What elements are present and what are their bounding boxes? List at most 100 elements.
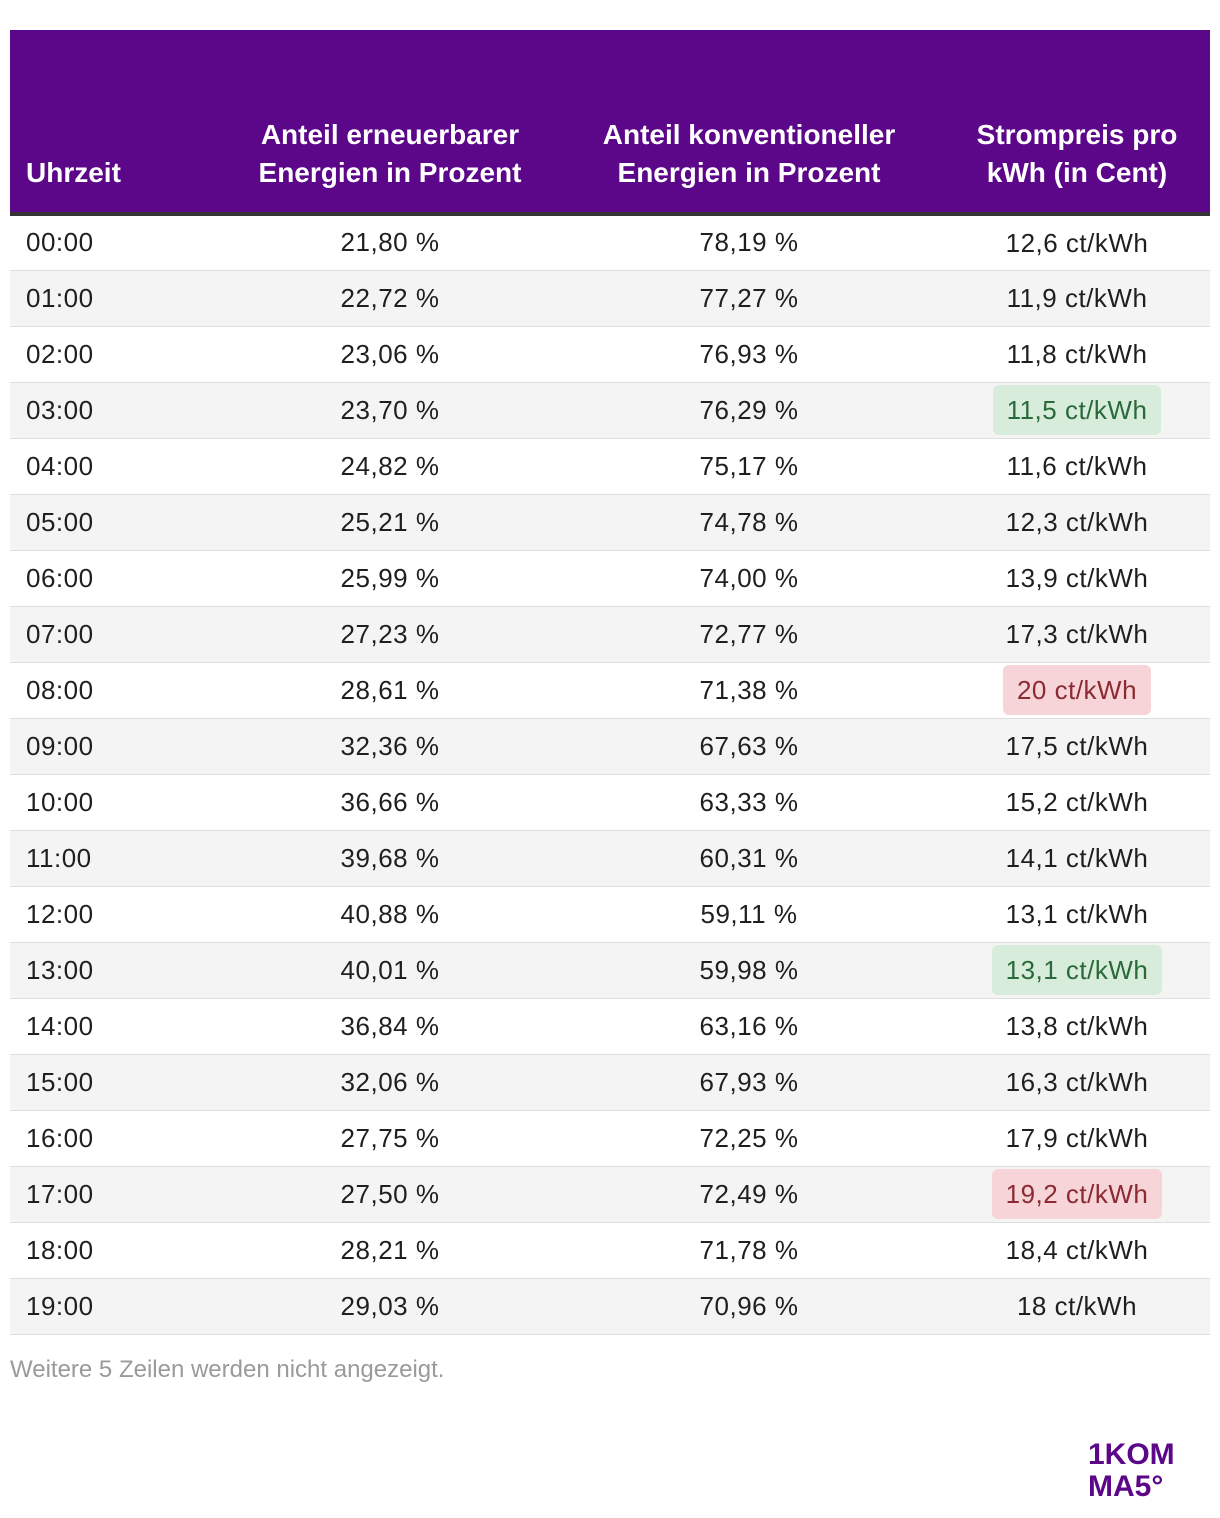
price-value: 12,3 ct/kWh xyxy=(1005,507,1149,537)
cell-time: 01:00 xyxy=(10,270,226,327)
header-renewable[interactable]: Anteil erneuerbarer Energien in Prozent xyxy=(226,30,554,216)
cell-conventional: 59,98 % xyxy=(554,942,944,999)
table-row: 17:00 27,50 % 72,49 % 19,2 ct/kWh xyxy=(10,1166,1210,1223)
cell-price: 13,1 ct/kWh xyxy=(944,942,1210,999)
price-value: 13,9 ct/kWh xyxy=(1005,563,1149,593)
table-row: 19:00 29,03 % 70,96 % 18 ct/kWh xyxy=(10,1278,1210,1335)
data-table-container: Uhrzeit Anteil erneuerbarer Energien in … xyxy=(10,30,1210,1335)
price-value: 13,1 ct/kWh xyxy=(1005,899,1149,929)
cell-conventional: 76,93 % xyxy=(554,326,944,383)
cell-conventional: 60,31 % xyxy=(554,830,944,887)
table-row: 06:00 25,99 % 74,00 % 13,9 ct/kWh xyxy=(10,550,1210,607)
cell-price: 14,1 ct/kWh xyxy=(944,830,1210,887)
cell-time: 00:00 xyxy=(10,214,226,271)
cell-conventional: 71,78 % xyxy=(554,1222,944,1279)
header-price[interactable]: Strompreis pro kWh (in Cent) xyxy=(944,30,1210,216)
price-value: 17,3 ct/kWh xyxy=(1005,619,1149,649)
cell-time: 05:00 xyxy=(10,494,226,551)
cell-time: 14:00 xyxy=(10,998,226,1055)
cell-price: 13,1 ct/kWh xyxy=(944,886,1210,943)
table-body: 00:00 21,80 % 78,19 % 12,6 ct/kWh 01:00 22,72… xyxy=(10,214,1210,1335)
table-row: 03:00 23,70 % 76,29 % 11,5 ct/kWh xyxy=(10,382,1210,439)
cell-renewable: 24,82 % xyxy=(226,438,554,495)
cell-renewable: 36,84 % xyxy=(226,998,554,1055)
cell-time: 13:00 xyxy=(10,942,226,999)
cell-renewable: 28,21 % xyxy=(226,1222,554,1279)
header-time[interactable]: Uhrzeit xyxy=(10,30,226,216)
price-value: 11,6 ct/kWh xyxy=(1006,451,1148,481)
table-row: 12:00 40,88 % 59,11 % 13,1 ct/kWh xyxy=(10,886,1210,943)
price-value: 14,1 ct/kWh xyxy=(1005,843,1149,873)
cell-conventional: 77,27 % xyxy=(554,270,944,327)
cell-conventional: 74,00 % xyxy=(554,550,944,607)
cell-price: 16,3 ct/kWh xyxy=(944,1054,1210,1111)
cell-conventional: 72,25 % xyxy=(554,1110,944,1167)
cell-time: 04:00 xyxy=(10,438,226,495)
cell-time: 16:00 xyxy=(10,1110,226,1167)
price-value: 18 ct/kWh xyxy=(1016,1291,1138,1321)
cell-conventional: 78,19 % xyxy=(554,214,944,271)
cell-time: 11:00 xyxy=(10,830,226,887)
cell-price: 17,5 ct/kWh xyxy=(944,718,1210,775)
cell-price: 13,8 ct/kWh xyxy=(944,998,1210,1055)
cell-time: 17:00 xyxy=(10,1166,226,1223)
brand-logo: 1KOM MA5° xyxy=(1088,1436,1200,1500)
cell-conventional: 70,96 % xyxy=(554,1278,944,1335)
cell-price: 11,9 ct/kWh xyxy=(944,270,1210,327)
cell-time: 08:00 xyxy=(10,662,226,719)
cell-time: 15:00 xyxy=(10,1054,226,1111)
table-row: 02:00 23,06 % 76,93 % 11,8 ct/kWh xyxy=(10,326,1210,383)
price-value: 11,9 ct/kWh xyxy=(1006,283,1148,313)
table-header: Uhrzeit Anteil erneuerbarer Energien in … xyxy=(10,30,1210,216)
header-row: Uhrzeit Anteil erneuerbarer Energien in … xyxy=(10,30,1210,216)
cell-price: 17,3 ct/kWh xyxy=(944,606,1210,663)
cell-price: 15,2 ct/kWh xyxy=(944,774,1210,831)
header-conventional[interactable]: Anteil konventioneller Energien in Proze… xyxy=(554,30,944,216)
price-value: 18,4 ct/kWh xyxy=(1005,1235,1149,1265)
table-row: 13:00 40,01 % 59,98 % 13,1 ct/kWh xyxy=(10,942,1210,999)
hidden-rows-note: Weitere 5 Zeilen werden nicht angezeigt. xyxy=(10,1356,445,1383)
cell-time: 18:00 xyxy=(10,1222,226,1279)
cell-price: 18,4 ct/kWh xyxy=(944,1222,1210,1279)
table-row: 10:00 36,66 % 63,33 % 15,2 ct/kWh xyxy=(10,774,1210,831)
cell-conventional: 76,29 % xyxy=(554,382,944,439)
cell-renewable: 40,01 % xyxy=(226,942,554,999)
table-row: 00:00 21,80 % 78,19 % 12,6 ct/kWh xyxy=(10,214,1210,271)
cell-renewable: 22,72 % xyxy=(226,270,554,327)
cell-time: 12:00 xyxy=(10,886,226,943)
cell-time: 03:00 xyxy=(10,382,226,439)
cell-price: 11,6 ct/kWh xyxy=(944,438,1210,495)
cell-price: 12,6 ct/kWh xyxy=(944,214,1210,271)
cell-time: 19:00 xyxy=(10,1278,226,1335)
cell-conventional: 63,33 % xyxy=(554,774,944,831)
cell-renewable: 29,03 % xyxy=(226,1278,554,1335)
logo-line-2: MA5° xyxy=(1088,1470,1163,1500)
price-badge-low: 13,1 ct/kWh xyxy=(991,945,1163,995)
cell-renewable: 25,99 % xyxy=(226,550,554,607)
table-row: 01:00 22,72 % 77,27 % 11,9 ct/kWh xyxy=(10,270,1210,327)
cell-renewable: 23,70 % xyxy=(226,382,554,439)
table-row: 09:00 32,36 % 67,63 % 17,5 ct/kWh xyxy=(10,718,1210,775)
cell-conventional: 72,77 % xyxy=(554,606,944,663)
table-row: 14:00 36,84 % 63,16 % 13,8 ct/kWh xyxy=(10,998,1210,1055)
cell-conventional: 63,16 % xyxy=(554,998,944,1055)
cell-renewable: 27,23 % xyxy=(226,606,554,663)
cell-renewable: 28,61 % xyxy=(226,662,554,719)
table-row: 16:00 27,75 % 72,25 % 17,9 ct/kWh xyxy=(10,1110,1210,1167)
cell-renewable: 25,21 % xyxy=(226,494,554,551)
cell-conventional: 75,17 % xyxy=(554,438,944,495)
cell-price: 18 ct/kWh xyxy=(944,1278,1210,1335)
cell-renewable: 32,06 % xyxy=(226,1054,554,1111)
cell-renewable: 21,80 % xyxy=(226,214,554,271)
cell-renewable: 32,36 % xyxy=(226,718,554,775)
cell-conventional: 74,78 % xyxy=(554,494,944,551)
cell-time: 10:00 xyxy=(10,774,226,831)
price-badge-low: 11,5 ct/kWh xyxy=(992,385,1162,435)
cell-renewable: 39,68 % xyxy=(226,830,554,887)
price-value: 13,8 ct/kWh xyxy=(1005,1011,1149,1041)
table-row: 07:00 27,23 % 72,77 % 17,3 ct/kWh xyxy=(10,606,1210,663)
cell-time: 09:00 xyxy=(10,718,226,775)
cell-renewable: 27,75 % xyxy=(226,1110,554,1167)
table-row: 05:00 25,21 % 74,78 % 12,3 ct/kWh xyxy=(10,494,1210,551)
cell-time: 07:00 xyxy=(10,606,226,663)
